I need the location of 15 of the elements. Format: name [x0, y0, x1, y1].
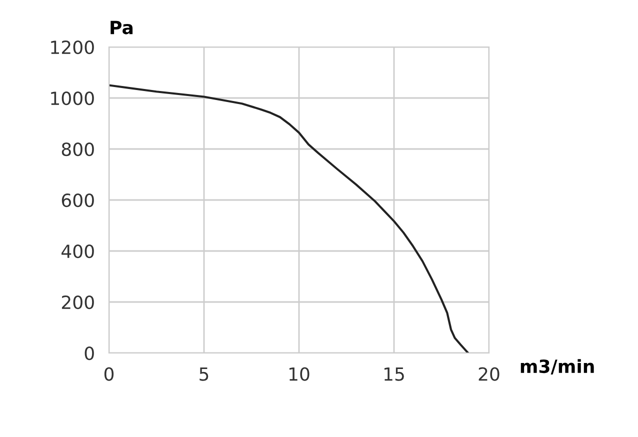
- line-series: [109, 84, 470, 353]
- x-tick-label: 10: [289, 367, 310, 381]
- y-tick-label: 600: [62, 193, 94, 208]
- x-tick-label: 20: [478, 367, 500, 381]
- y-tick-label: 200: [62, 295, 94, 310]
- y-tick-label: 400: [62, 244, 94, 258]
- y-axis-title: Pa: [110, 20, 133, 34]
- y-tick-label: 0: [84, 346, 94, 360]
- y-tick-label: 1000: [51, 91, 94, 106]
- x-tick-label: 5: [200, 367, 208, 381]
- y-tick-label: 1200: [51, 40, 94, 54]
- x-axis-title: m3/min: [520, 359, 594, 375]
- x-tick-label: 0: [104, 367, 114, 381]
- y-tick-label: 800: [62, 142, 94, 156]
- x-tick-label: 15: [384, 367, 404, 381]
